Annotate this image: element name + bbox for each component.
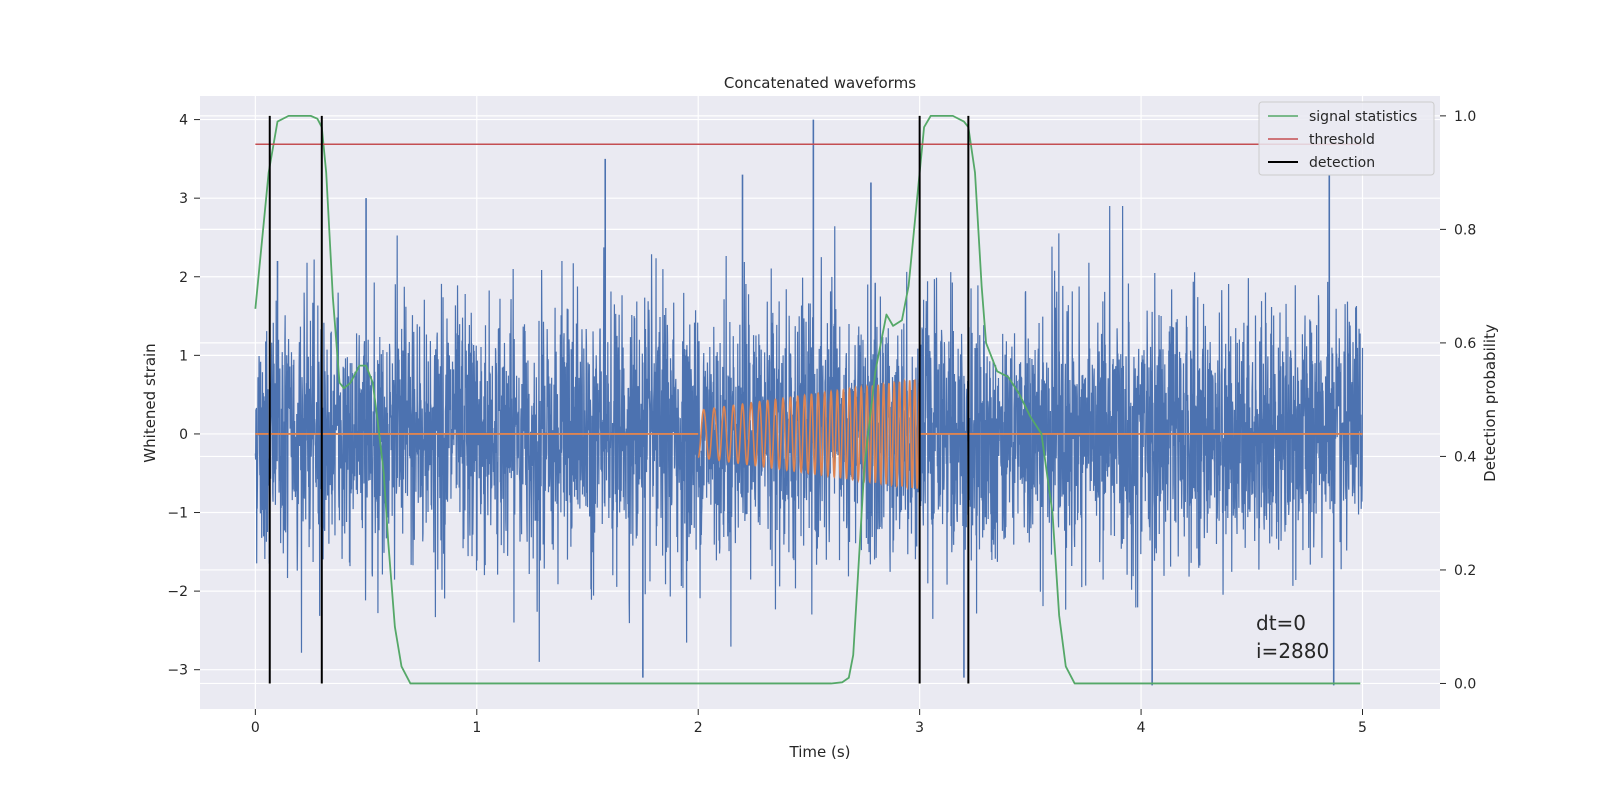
legend-label-detection: detection [1309, 155, 1375, 171]
y-tick-label: 2 [179, 270, 188, 286]
x-axis-label: Time (s) [789, 743, 851, 761]
y-axis-label: Whitened strain [141, 343, 159, 462]
y2-tick-label: 0.6 [1454, 336, 1476, 352]
legend-label-threshold: threshold [1309, 132, 1375, 148]
x-tick-label: 2 [694, 720, 703, 736]
series-layer [254, 114, 1364, 686]
y-tick-label: −3 [167, 663, 188, 679]
y-tick-label: −1 [167, 506, 188, 522]
legend: signal statistics threshold detection [1258, 101, 1435, 176]
series-signal-statistics [254, 114, 1361, 685]
y2-tick-label: 0.0 [1454, 676, 1476, 692]
annotation-i: i=2880 [1256, 639, 1329, 663]
x-tick-label: 4 [1137, 720, 1146, 736]
y-tick-label: 1 [179, 348, 188, 364]
y2-tick-label: 0.4 [1454, 449, 1476, 465]
series-whitened-strain-noise [254, 206, 1364, 662]
chart-title: Concatenated waveforms [724, 74, 916, 92]
y-tick-label: −2 [167, 584, 188, 600]
legend-label-signal-statistics: signal statistics [1309, 109, 1417, 125]
series-chirp-waveform [697, 378, 921, 491]
x-tick-label: 3 [915, 720, 924, 736]
x-tick-label: 5 [1358, 720, 1367, 736]
y2-tick-label: 0.8 [1454, 222, 1476, 238]
x-tick-label: 0 [251, 720, 260, 736]
legend-box [1258, 101, 1435, 176]
y-tick-label: 4 [179, 113, 188, 129]
annotation-dt: dt=0 [1256, 611, 1306, 635]
y-tick-label: 3 [179, 191, 188, 207]
y2-tick-label: 1.0 [1454, 109, 1476, 125]
y2-axis-label: Detection probability [1481, 324, 1499, 482]
x-tick-label: 1 [472, 720, 481, 736]
ticks-layer: 0 1 2 3 4 5 −3 −2 −1 0 1 2 3 4 0.0 0.2 0.4 0.6 0.8 1.0 [167, 109, 1476, 736]
y2-tick-label: 0.2 [1454, 563, 1476, 579]
y-tick-label: 0 [179, 427, 188, 443]
